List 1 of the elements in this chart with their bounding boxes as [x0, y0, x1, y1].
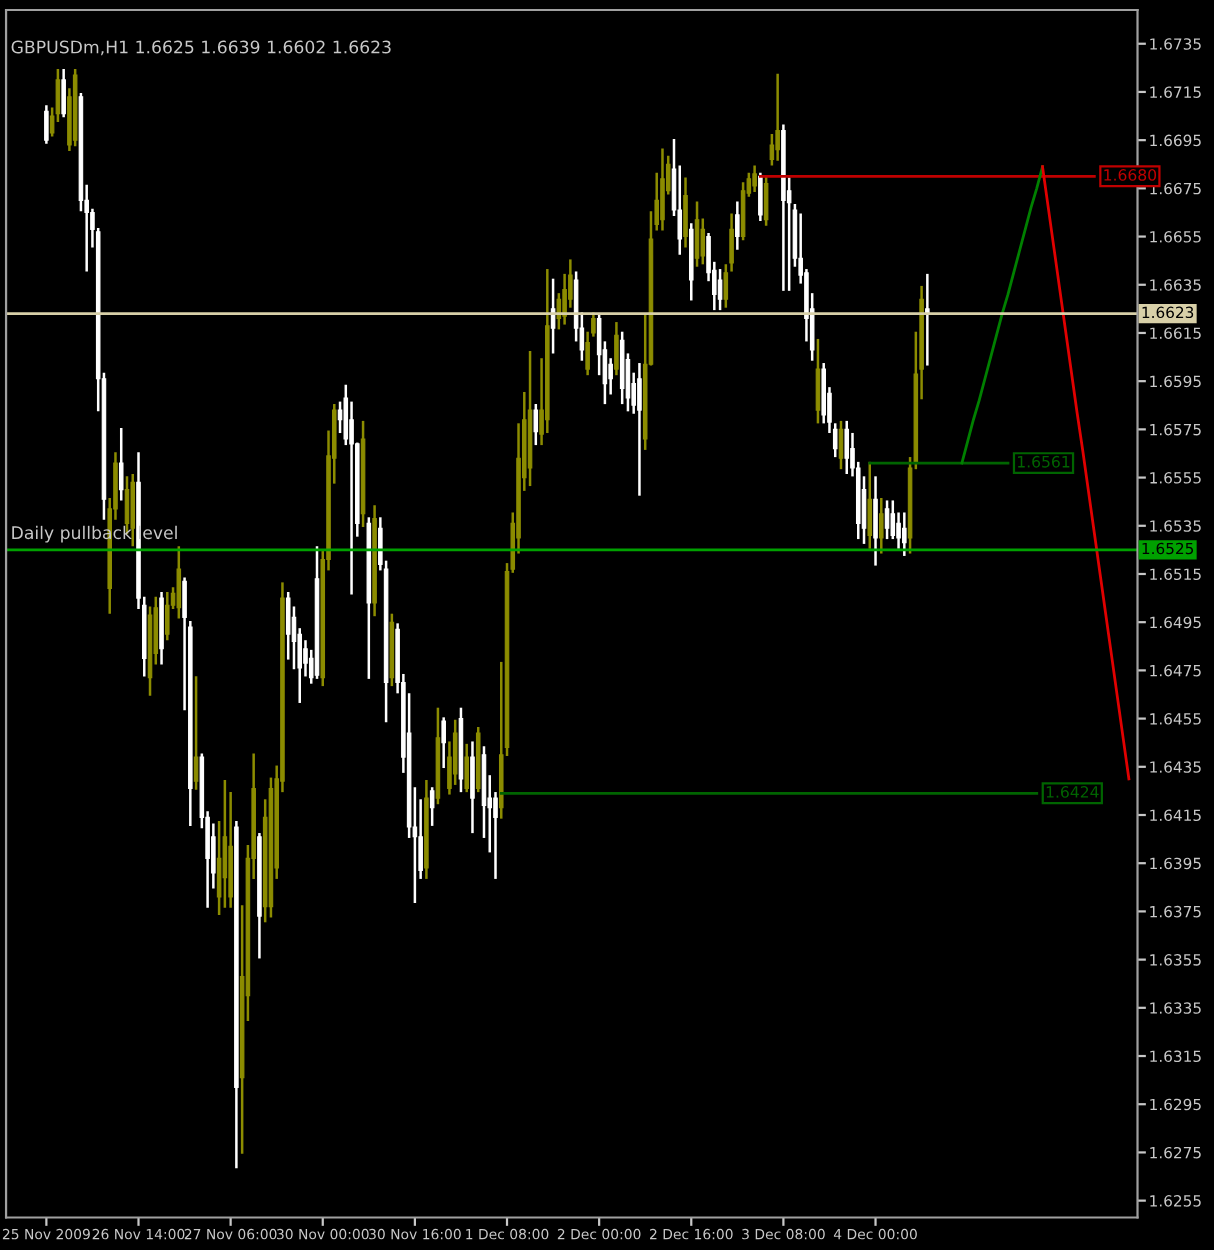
text: GBPUSDm,H1 1.6625 1.6639 1.6602 1.6623 — [11, 40, 391, 56]
